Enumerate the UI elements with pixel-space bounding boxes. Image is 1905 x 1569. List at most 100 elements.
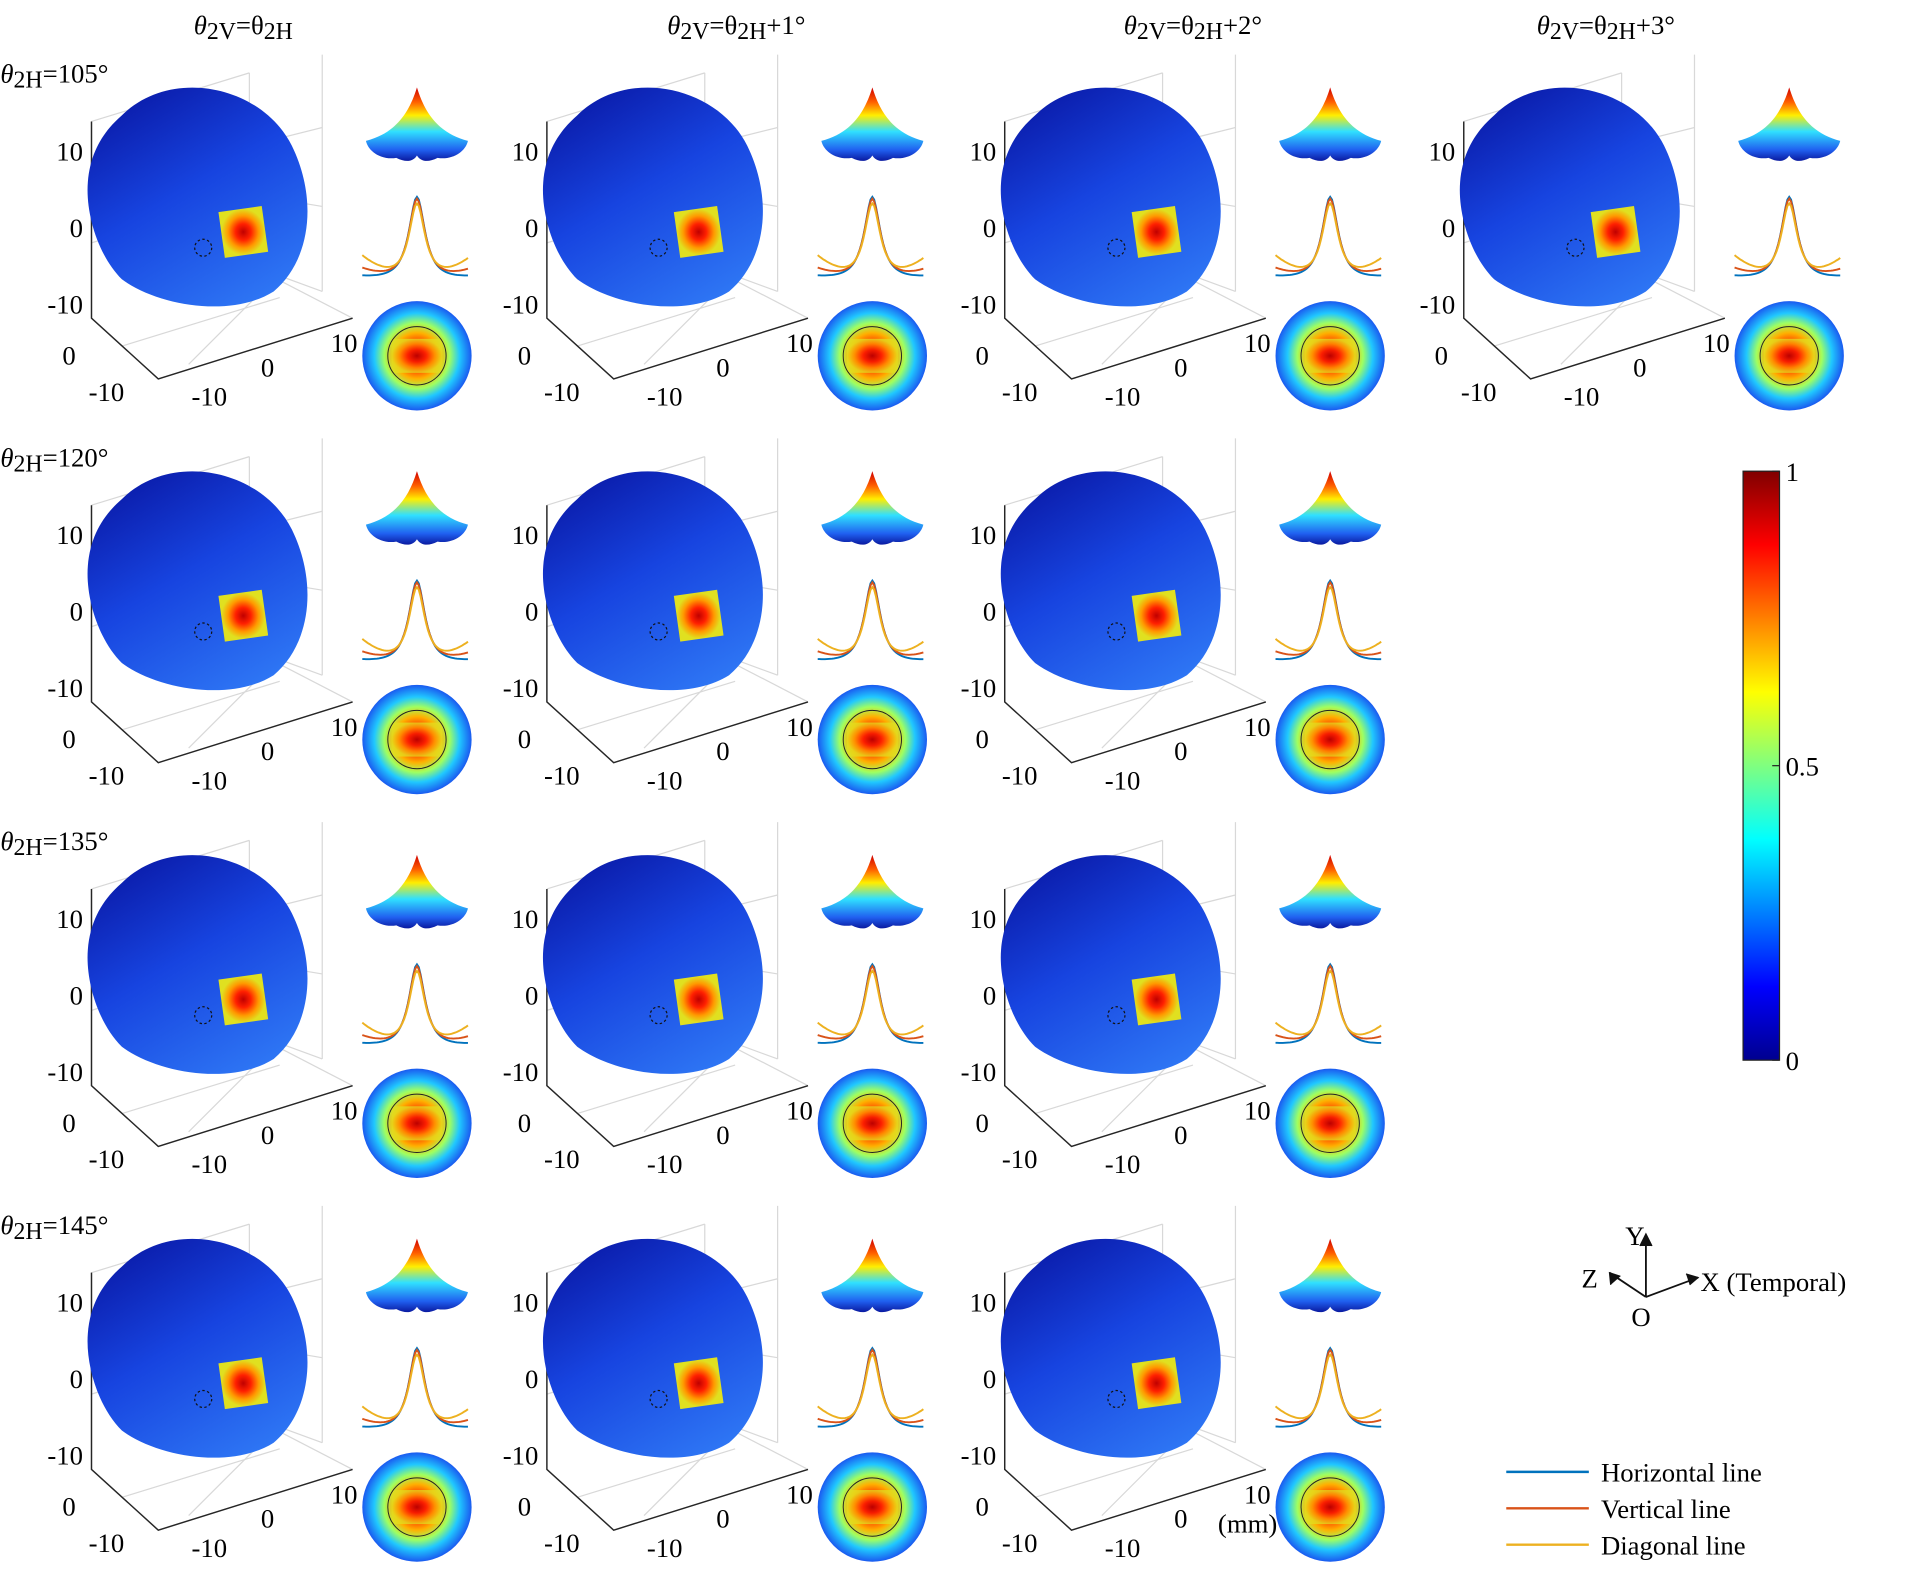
y-tick-label: 0 <box>983 213 996 243</box>
profile-line <box>817 1352 924 1420</box>
label-part: +3° <box>1636 10 1675 40</box>
z-tick-label: -10 <box>544 760 580 790</box>
marker <box>649 238 668 257</box>
mini-surface <box>1279 854 1382 929</box>
label-part: θ <box>0 826 13 856</box>
x-tick-label: 10 <box>331 1096 358 1126</box>
grid-line <box>1034 296 1194 347</box>
label-part: =θ <box>236 10 264 40</box>
x-tick-label: 0 <box>716 1504 729 1534</box>
panel: 10 0 -10 0 -10 -10 0 10 <box>47 822 472 1179</box>
label-part: =θ <box>1166 10 1194 40</box>
axis-name: O <box>1631 1302 1650 1332</box>
z-tick-label: 0 <box>976 1108 989 1138</box>
disk-hot <box>391 1490 443 1525</box>
y-tick-label: 10 <box>512 904 539 934</box>
label-part: θ <box>0 442 13 472</box>
label-part: θ <box>0 59 13 89</box>
axis-name: Y <box>1625 1221 1644 1251</box>
subscript: 2H <box>1607 19 1636 45</box>
z-tick-label: -10 <box>1461 377 1497 407</box>
mini-surface <box>365 87 468 161</box>
y-tick-label: 10 <box>970 520 997 550</box>
profile-line <box>817 195 924 277</box>
profile-line <box>1274 201 1382 268</box>
profile-line <box>361 969 469 1036</box>
profile-line <box>817 580 924 656</box>
grid-line <box>577 1448 736 1498</box>
z-tick-label: -10 <box>544 1144 580 1174</box>
y-tick-label: 10 <box>512 136 539 166</box>
profile-line <box>817 969 924 1036</box>
arrow-head <box>1685 1273 1700 1286</box>
x-tick-label: 0 <box>261 1120 274 1150</box>
disk-hot <box>1304 1490 1356 1525</box>
x-tick-label: 10 <box>1244 1479 1271 1509</box>
x-tick-label: 0 <box>716 1120 729 1150</box>
hot-spot <box>1131 206 1182 258</box>
disk-hot <box>391 722 443 757</box>
x-tick-label: 0 <box>716 736 729 766</box>
subscript: 2H <box>14 452 43 478</box>
y-tick-label: -10 <box>47 289 83 319</box>
disk-ring <box>387 709 447 770</box>
x-tick-label: 10 <box>1244 1096 1271 1126</box>
profile-line <box>1274 969 1382 1036</box>
mini-surface <box>365 854 468 929</box>
z-tick-label: 0 <box>1435 340 1448 370</box>
z-tick-label: -10 <box>1002 1528 1038 1558</box>
math-label: θ2H=135° <box>0 826 108 861</box>
z-tick-label: 0 <box>976 1492 989 1522</box>
hot-spot <box>218 1357 269 1410</box>
y-tick-label: 10 <box>1429 136 1456 166</box>
panel: 10 0 -10 0 -10 -10 0 10 <box>1420 54 1844 412</box>
profile-line <box>817 196 924 273</box>
x-tick-label: 0 <box>1174 352 1187 382</box>
z-tick-label: 0 <box>62 724 75 754</box>
grid-line <box>188 1058 262 1133</box>
grid-line <box>1034 680 1194 731</box>
profile-line <box>1275 196 1382 273</box>
z-tick-label: -10 <box>544 1528 580 1558</box>
profile-line <box>1275 1346 1382 1428</box>
label-part: θ <box>194 10 207 40</box>
surface <box>542 1238 763 1458</box>
panel: 10 0 -10 0 -10 -10 0 10 <box>503 1205 927 1563</box>
surface <box>1000 1238 1221 1458</box>
profile-line <box>817 1346 924 1428</box>
profile-line <box>1275 195 1382 277</box>
hot-spot <box>673 206 724 258</box>
subscript: 2V <box>680 19 709 45</box>
y-tick-label: 10 <box>512 520 539 550</box>
grid-line <box>1493 296 1653 347</box>
disk-ring <box>842 326 902 386</box>
y-tick-label: -10 <box>503 673 539 703</box>
mini-surface <box>1279 87 1382 161</box>
grid-line <box>1560 291 1635 365</box>
grid-line <box>1101 1058 1176 1133</box>
marker <box>194 1006 213 1025</box>
legend-label: Horizontal line <box>1601 1458 1762 1488</box>
grid-line <box>1101 291 1176 365</box>
surface <box>87 471 308 691</box>
z-tick-label: -10 <box>89 1144 125 1174</box>
x-tick-label: -10 <box>647 382 683 412</box>
marker <box>194 238 213 257</box>
mini-surface <box>821 471 924 545</box>
z-tick-label: -10 <box>544 377 580 407</box>
hot-spot <box>218 589 269 642</box>
profile-line <box>362 1346 468 1428</box>
math-label: θ2H=120° <box>0 442 108 477</box>
grid-line <box>1034 1064 1194 1115</box>
mini-surface <box>365 1238 468 1313</box>
grid-line <box>1101 674 1176 749</box>
marker <box>1107 238 1126 257</box>
disk-ring <box>842 709 902 770</box>
y-tick-label: 0 <box>70 980 83 1010</box>
panel: 10 0 -10 0 -10 -10 0 10 <box>961 54 1385 412</box>
z-tick-label: 0 <box>976 340 989 370</box>
surface <box>1000 471 1221 691</box>
marker <box>649 1389 668 1409</box>
math-label: θ2V=θ2H+2° <box>1124 10 1262 45</box>
y-tick-label: 0 <box>525 1364 538 1394</box>
